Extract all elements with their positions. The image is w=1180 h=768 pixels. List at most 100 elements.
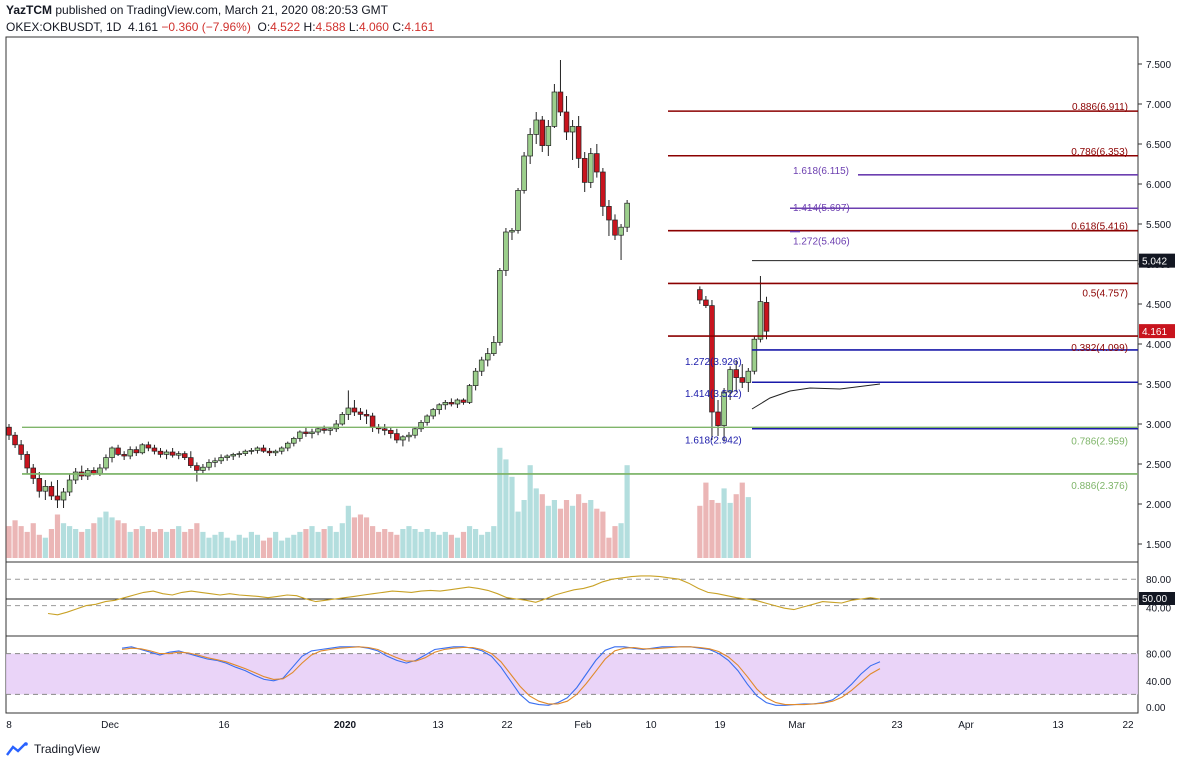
last-price: 4.161 [128,20,159,34]
low-value: 4.060 [358,20,389,34]
candle-down [394,433,400,441]
candle-up [254,447,261,451]
volume-bar [139,526,145,558]
candle-up [551,91,558,127]
high-value: 4.588 [315,20,346,34]
candle-up [503,231,509,271]
volume-bar [503,459,509,558]
volume-bar [697,505,703,558]
candle-down [194,465,200,471]
volume-bar [357,514,364,558]
volume-bar [285,537,291,558]
candle-up [291,438,297,444]
fib-level-label: 1.618(2.942) [685,436,742,447]
candle-up [309,431,315,434]
volume-bar [382,529,388,558]
volume-bar [36,534,42,558]
open-value: 4.522 [270,20,301,34]
current-price-label: 4.161 [1142,327,1167,338]
candle-up [327,428,333,431]
candle-down [6,426,12,436]
close-label: C: [392,20,405,34]
volume-bar [115,520,121,558]
candle-down [151,447,158,452]
close-value: 4.161 [404,20,435,34]
fib-level-label: 0.618(5.416) [1071,222,1128,233]
candle-up [66,479,73,493]
candle-down [557,91,564,113]
volume-bar [188,529,194,558]
tradingview-logo-icon [6,742,28,756]
chart-canvas[interactable]: 7.5007.0006.5006.0005.5005.0004.5004.000… [0,0,1180,740]
candle-down [36,478,43,492]
x-axis-label: 23 [891,720,903,731]
volume-bar [412,529,418,558]
volume-bar [376,531,382,558]
candle-up [478,359,485,372]
stoch-tick-label: 0.00 [1146,703,1166,714]
candle-down [612,219,618,236]
volume-bar [563,500,570,558]
volume-bar [218,531,224,558]
volume-bar [212,534,218,558]
rsi-value-badge [1139,592,1175,605]
volume-bar [230,540,236,558]
fib-level-label: 1.618(6.115) [793,166,849,177]
volume-bar [394,534,400,558]
stoch-k-line [121,646,881,706]
volume-bar [236,534,242,558]
volume-bar [727,502,733,558]
fib-level-label: 0.5(4.757) [1082,288,1128,299]
volume-bar [48,529,55,558]
candle-up [466,385,473,403]
fib-level-label: 0.382(4.099) [1071,343,1128,354]
candle-down [266,450,273,454]
stoch-band [6,653,1138,695]
volume-bar [248,531,254,558]
candle-up [212,460,218,463]
volume-bar [297,531,303,558]
volume-bar [127,531,133,558]
x-axis-label: 22 [501,720,513,731]
volume-bar [491,526,497,558]
volume-bar [109,517,115,558]
rsi-tick-label: 80.00 [1146,575,1171,586]
publish-info: YazTCM published on TradingView.com, Mar… [6,3,388,17]
high-label: H: [303,20,316,34]
volume-bar [739,482,745,558]
stoch-tick-label: 80.00 [1146,650,1171,661]
author-name[interactable]: YazTCM [6,3,53,17]
tradingview-brand[interactable]: TradingView [6,742,100,756]
y-tick-label: 3.500 [1146,380,1171,391]
volume-bar [339,523,345,558]
x-axis-label: 22 [1122,720,1134,731]
candle-down [575,126,582,159]
candle-up [442,402,449,406]
volume-bar [442,531,448,558]
candle-down [363,414,370,417]
volume-bar [315,531,321,558]
x-axis-label: 13 [432,720,444,731]
fib-level-label: 1.272(3.926) [685,357,742,368]
volume-bar [551,500,557,558]
symbol-label: OKEX:OKBUSDT, 1D [6,20,122,34]
volume-bar [30,523,36,558]
candle-up [521,155,527,191]
candle-up [545,126,552,146]
x-axis-label: 13 [1052,720,1064,731]
volume-bar [557,508,564,558]
candle-up [60,491,67,501]
candle-down [260,447,267,452]
volume-bar [473,529,479,558]
candle-up [745,370,752,383]
volume-bar [333,531,339,558]
candle-up [569,126,576,133]
candle-up [109,447,115,458]
ref-price-badge [1139,253,1175,268]
chart-frame [5,36,1139,714]
fib-level-label: 0.886(2.376) [1071,481,1128,492]
candle-up [200,466,206,471]
volume-bar [121,523,127,558]
y-tick-label: 4.500 [1146,300,1171,311]
y-tick-label: 6.500 [1146,140,1171,151]
